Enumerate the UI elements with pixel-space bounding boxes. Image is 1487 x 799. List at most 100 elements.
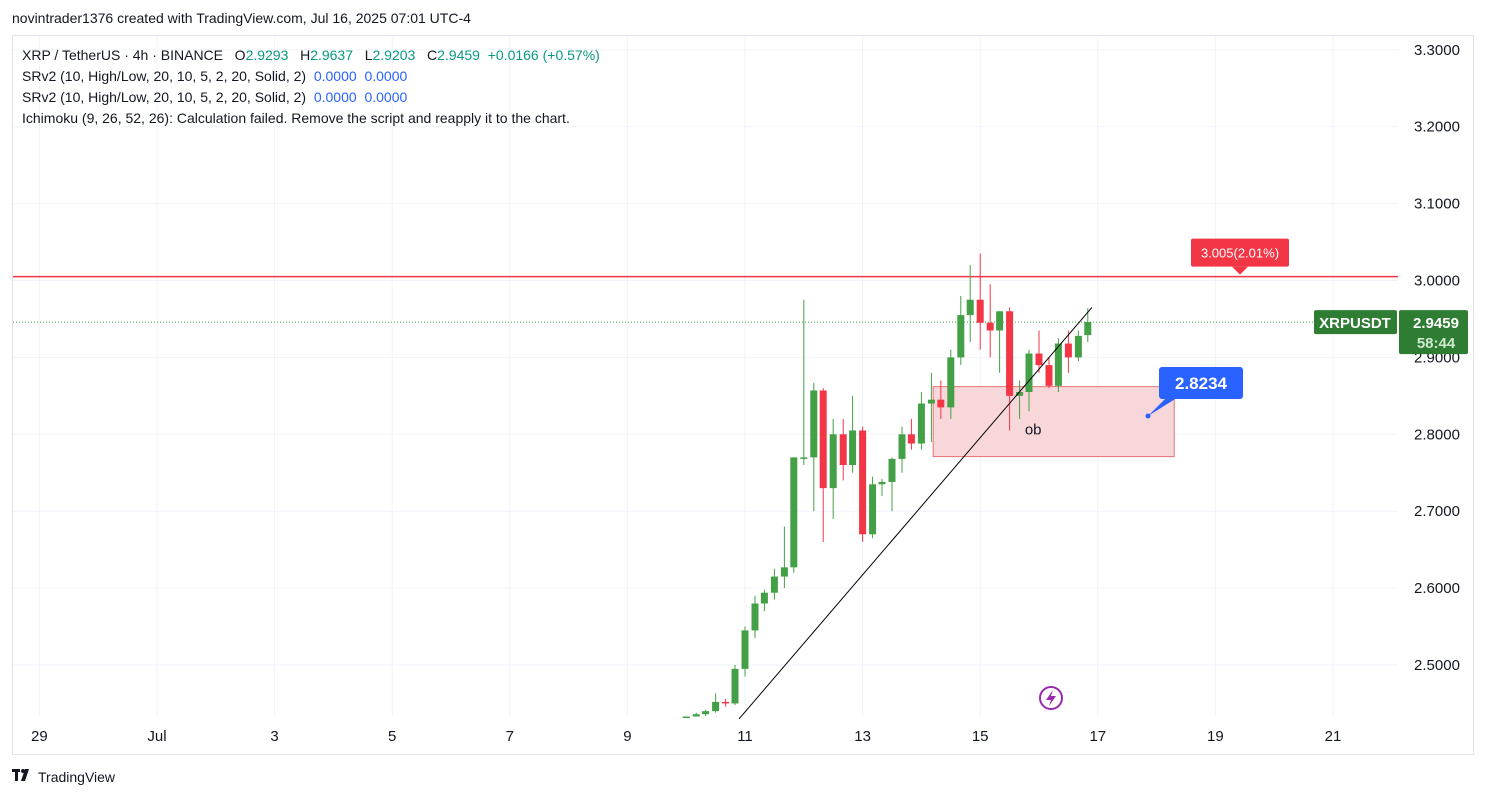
- x-tick-label: 13: [854, 728, 871, 745]
- symbol-info[interactable]: XRP / TetherUS · 4h · BINANCE: [22, 47, 223, 63]
- x-tick-label: Jul: [147, 728, 166, 745]
- candle-up[interactable]: [927, 399, 935, 404]
- candle-down[interactable]: [839, 434, 847, 466]
- ohlc-close-label: C: [426, 47, 438, 63]
- candle-down[interactable]: [986, 322, 994, 331]
- price-tag-text: 2.9459: [1413, 315, 1459, 332]
- y-tick-label: 2.6000: [1414, 580, 1460, 597]
- symbol-row: XRP / TetherUS · 4h · BINANCE O2.9293 H2…: [22, 45, 600, 66]
- order-block-zone[interactable]: [932, 386, 1175, 458]
- candle-up[interactable]: [751, 603, 759, 631]
- candle-up[interactable]: [1016, 392, 1024, 396]
- tradingview-logo[interactable]: TradingView: [12, 768, 115, 785]
- candle-up[interactable]: [712, 701, 720, 712]
- target-callout-text: 2.8234: [1175, 374, 1228, 393]
- indicator-value: 0.0000: [313, 68, 357, 84]
- candle-down[interactable]: [937, 399, 945, 408]
- resistance-label-pointer: [1232, 266, 1248, 275]
- indicator-value: 0.0000: [313, 89, 357, 105]
- x-tick-label: 29: [31, 728, 48, 745]
- x-tick-label: 11: [737, 728, 753, 745]
- candle-up[interactable]: [810, 390, 818, 458]
- candle-up[interactable]: [957, 315, 965, 358]
- y-tick-label: 3.3000: [1414, 42, 1460, 59]
- candle-up[interactable]: [898, 434, 906, 459]
- candle-down[interactable]: [1064, 343, 1072, 358]
- x-tick-label: 17: [1089, 728, 1106, 745]
- candle-up[interactable]: [780, 567, 788, 577]
- candle-up[interactable]: [692, 714, 700, 717]
- indicator-value: 0.0000: [364, 68, 408, 84]
- candle-up[interactable]: [829, 434, 837, 489]
- candle-down[interactable]: [1006, 311, 1014, 396]
- candle-up[interactable]: [682, 716, 690, 719]
- x-tick-label: 7: [506, 728, 514, 745]
- ohlc-change: +0.0166 (+0.57%): [487, 47, 600, 63]
- x-tick-label: 21: [1325, 728, 1342, 745]
- candle-down[interactable]: [722, 701, 730, 704]
- y-tick-label: 2.5000: [1414, 657, 1460, 674]
- candle-up[interactable]: [1025, 353, 1033, 393]
- resistance-label-text: 3.005(2.01%): [1201, 246, 1279, 261]
- candle-down[interactable]: [976, 299, 984, 323]
- candle-up[interactable]: [1084, 322, 1092, 336]
- indicator-row[interactable]: SRv2 (10, High/Low, 20, 10, 5, 2, 20, So…: [22, 87, 600, 108]
- y-tick-label: 2.8000: [1414, 426, 1460, 443]
- tradingview-brand: TradingView: [38, 768, 116, 785]
- x-tick-label: 9: [623, 728, 631, 745]
- lightning-icon-bolt: [1046, 690, 1056, 706]
- indicator-name: SRv2 (10, High/Low, 20, 10, 5, 2, 20, So…: [22, 89, 307, 105]
- candle-down[interactable]: [1035, 353, 1043, 366]
- candle-up[interactable]: [917, 403, 925, 444]
- ichimoku-row[interactable]: Ichimoku (9, 26, 52, 26): Calculation fa…: [22, 108, 600, 129]
- candle-up[interactable]: [849, 430, 857, 466]
- candle-up[interactable]: [878, 481, 886, 485]
- tradingview-logo-icon: [12, 768, 34, 785]
- candle-up[interactable]: [790, 457, 798, 568]
- y-tick-label: 2.7000: [1414, 503, 1460, 520]
- candle-up[interactable]: [888, 458, 896, 482]
- candle-up[interactable]: [702, 711, 710, 715]
- ichimoku-message: Ichimoku (9, 26, 52, 26): Calculation fa…: [22, 110, 570, 126]
- x-tick-label: 3: [270, 728, 278, 745]
- y-tick-label: 3.1000: [1414, 196, 1460, 213]
- candle-up[interactable]: [996, 311, 1004, 331]
- candle-up[interactable]: [966, 299, 974, 316]
- indicator-row[interactable]: SRv2 (10, High/Low, 20, 10, 5, 2, 20, So…: [22, 66, 600, 87]
- x-tick-label: 19: [1207, 728, 1224, 745]
- indicator-value: 0.0000: [364, 89, 408, 105]
- indicator-name: SRv2 (10, High/Low, 20, 10, 5, 2, 20, So…: [22, 68, 307, 84]
- symbol-tag-box[interactable]: [1314, 310, 1397, 335]
- candle-up[interactable]: [800, 457, 808, 459]
- countdown-text: 58:44: [1417, 335, 1456, 352]
- target-callout-box[interactable]: [1159, 367, 1243, 399]
- symbol-tag-text: XRPUSDT: [1319, 315, 1391, 332]
- candle-up[interactable]: [947, 357, 955, 408]
- x-tick-label: 5: [388, 728, 396, 745]
- candle-up[interactable]: [1074, 335, 1082, 358]
- trend-line[interactable]: [738, 307, 1093, 720]
- chart-caption: novintrader1376 created with TradingView…: [12, 10, 471, 26]
- ohlc-low-value: 2.9203: [372, 47, 416, 63]
- candle-down[interactable]: [819, 390, 827, 489]
- price-tag-box[interactable]: [1399, 310, 1468, 355]
- ohlc-close-value: 2.9459: [437, 47, 480, 63]
- candle-up[interactable]: [741, 630, 749, 669]
- candle-up[interactable]: [869, 484, 877, 535]
- ohlc-open-label: O: [234, 47, 246, 63]
- ohlc-open-value: 2.9293: [245, 47, 289, 63]
- candle-up[interactable]: [1054, 343, 1062, 386]
- resistance-label-box[interactable]: [1191, 238, 1289, 267]
- lightning-icon[interactable]: [1039, 686, 1063, 710]
- candle-down[interactable]: [1045, 365, 1053, 386]
- candle-up[interactable]: [731, 668, 739, 704]
- candle-down[interactable]: [859, 430, 867, 535]
- ohlc-high-value: 2.9637: [310, 47, 354, 63]
- ohlc-high-label: H: [300, 47, 311, 63]
- candle-up[interactable]: [770, 576, 778, 593]
- target-callout-tail: [1148, 396, 1180, 416]
- y-tick-label: 3.2000: [1414, 119, 1460, 136]
- candle-up[interactable]: [760, 592, 768, 604]
- candle-down[interactable]: [907, 434, 915, 444]
